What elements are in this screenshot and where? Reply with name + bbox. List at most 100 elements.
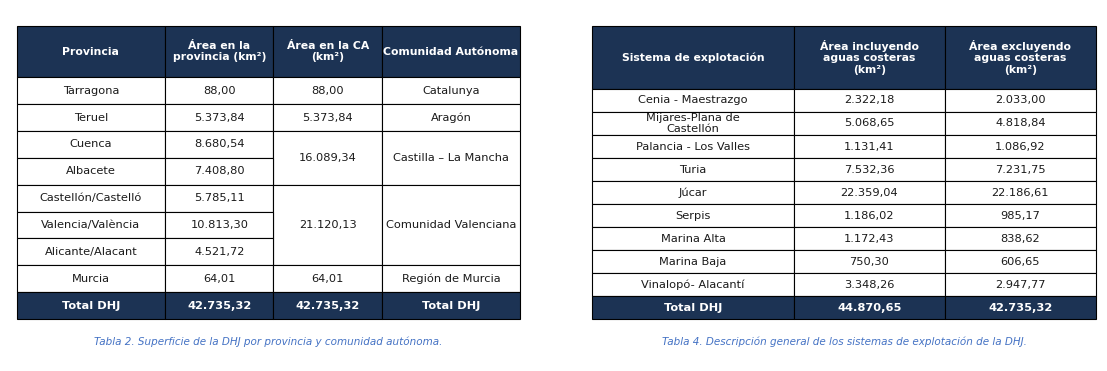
Bar (273, 131, 382, 185)
Bar (273, 292, 382, 319)
Text: 5.373,84: 5.373,84 (302, 112, 353, 122)
Bar (273, 104, 382, 131)
Text: Comunidad Valenciana: Comunidad Valenciana (386, 220, 516, 230)
Bar (592, 204, 794, 227)
Text: Alicante/Alacant: Alicante/Alacant (44, 247, 137, 257)
Text: 42.735,32: 42.735,32 (989, 303, 1053, 312)
Bar (794, 227, 945, 250)
Bar (944, 112, 1096, 135)
Text: Área excluyendo
aguas costeras
(km²): Área excluyendo aguas costeras (km²) (970, 40, 1072, 75)
Text: 22.186,61: 22.186,61 (992, 187, 1049, 197)
Bar (944, 227, 1096, 250)
Bar (944, 273, 1096, 296)
Text: Catalunya: Catalunya (422, 86, 479, 96)
Text: 21.120,13: 21.120,13 (299, 220, 356, 230)
Bar (165, 265, 273, 292)
Bar (165, 158, 273, 185)
Text: 985,17: 985,17 (1001, 210, 1041, 220)
Bar (794, 158, 945, 181)
Text: Tabla 4. Descripción general de los sistemas de explotación de la DHJ.: Tabla 4. Descripción general de los sist… (662, 336, 1026, 347)
Bar (592, 135, 794, 158)
Bar (794, 250, 945, 273)
Text: Marina Alta: Marina Alta (661, 233, 725, 243)
Bar (794, 296, 945, 319)
Bar (794, 112, 945, 135)
Text: Área en la
provincia (km²): Área en la provincia (km²) (173, 41, 266, 62)
Text: 606,65: 606,65 (1001, 256, 1041, 266)
Bar (944, 158, 1096, 181)
Bar (17, 211, 165, 239)
Text: 838,62: 838,62 (1001, 233, 1041, 243)
Bar (273, 265, 382, 292)
Bar (382, 77, 520, 104)
Bar (592, 181, 794, 204)
Bar (165, 292, 273, 319)
Bar (165, 211, 273, 239)
Bar (165, 131, 273, 158)
Text: 1.172,43: 1.172,43 (844, 233, 894, 243)
Text: Castilla – La Mancha: Castilla – La Mancha (393, 153, 509, 163)
Bar (944, 135, 1096, 158)
Bar (794, 26, 945, 89)
Text: Murcia: Murcia (72, 274, 110, 284)
Bar (17, 26, 165, 77)
Text: 5.373,84: 5.373,84 (194, 112, 245, 122)
Text: 4.818,84: 4.818,84 (995, 118, 1046, 128)
Bar (273, 185, 382, 265)
Text: Aragón: Aragón (431, 112, 472, 123)
Bar (17, 239, 165, 265)
Text: Turia: Turia (680, 164, 706, 174)
Bar (165, 26, 273, 77)
Bar (273, 26, 382, 77)
Text: Valencia/València: Valencia/València (41, 220, 141, 230)
Text: Provincia: Provincia (62, 47, 120, 57)
Text: 7.231,75: 7.231,75 (995, 164, 1046, 174)
Bar (382, 26, 520, 77)
Text: 1.186,02: 1.186,02 (844, 210, 894, 220)
Text: 4.521,72: 4.521,72 (194, 247, 245, 257)
Text: 64,01: 64,01 (311, 274, 344, 284)
Text: 64,01: 64,01 (204, 274, 236, 284)
Text: 750,30: 750,30 (849, 256, 889, 266)
Bar (794, 204, 945, 227)
Text: 8.680,54: 8.680,54 (194, 139, 245, 150)
Bar (592, 26, 794, 89)
Text: Mijares-Plana de
Castellón: Mijares-Plana de Castellón (646, 113, 739, 134)
Bar (165, 104, 273, 131)
Text: 1.086,92: 1.086,92 (995, 141, 1046, 151)
Bar (944, 181, 1096, 204)
Bar (592, 273, 794, 296)
Text: Vinalopó- Alacantí: Vinalopó- Alacantí (641, 279, 745, 290)
Text: 16.089,34: 16.089,34 (299, 153, 356, 163)
Text: Albacete: Albacete (66, 166, 116, 176)
Text: 7.532,36: 7.532,36 (844, 164, 894, 174)
Bar (944, 89, 1096, 112)
Text: Área en la CA
(km²): Área en la CA (km²) (287, 41, 369, 62)
Bar (794, 181, 945, 204)
Text: Área incluyendo
aguas costeras
(km²): Área incluyendo aguas costeras (km²) (820, 40, 919, 75)
Bar (944, 26, 1096, 89)
Text: Tabla 2. Superficie de la DHJ por provincia y comunidad autónoma.: Tabla 2. Superficie de la DHJ por provin… (94, 336, 443, 347)
Text: 1.131,41: 1.131,41 (844, 141, 894, 151)
Text: Total DHJ: Total DHJ (62, 301, 120, 311)
Text: Serpis: Serpis (675, 210, 711, 220)
Bar (17, 265, 165, 292)
Bar (592, 158, 794, 181)
Text: 88,00: 88,00 (311, 86, 344, 96)
Text: 42.735,32: 42.735,32 (187, 301, 251, 311)
Bar (794, 135, 945, 158)
Text: Sistema de explotación: Sistema de explotación (622, 52, 764, 63)
Bar (592, 296, 794, 319)
Bar (165, 185, 273, 211)
Text: 22.359,04: 22.359,04 (840, 187, 898, 197)
Bar (17, 185, 165, 211)
Bar (273, 77, 382, 104)
Bar (17, 158, 165, 185)
Bar (17, 131, 165, 158)
Text: Comunidad Autónoma: Comunidad Autónoma (383, 47, 518, 57)
Bar (794, 273, 945, 296)
Text: 5.068,65: 5.068,65 (844, 118, 894, 128)
Text: 10.813,30: 10.813,30 (190, 220, 248, 230)
Text: Castellón/Castelló: Castellón/Castelló (40, 193, 142, 203)
Text: Total DHJ: Total DHJ (664, 303, 722, 312)
